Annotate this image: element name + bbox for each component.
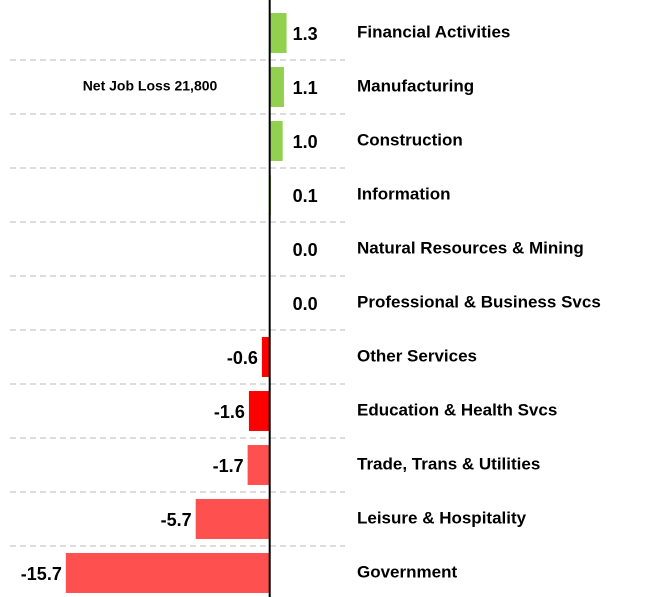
category-label: Professional & Business Svcs	[357, 292, 601, 311]
value-label: -1.7	[213, 456, 244, 476]
category-label: Government	[357, 562, 457, 581]
value-label: 0.0	[293, 240, 318, 260]
value-label: -5.7	[161, 510, 192, 530]
bar	[261, 337, 270, 377]
value-label: 1.3	[293, 24, 318, 44]
bar	[65, 553, 270, 593]
category-label: Leisure & Hospitality	[357, 508, 527, 527]
category-label: Natural Resources & Mining	[357, 238, 584, 257]
category-label: Other Services	[357, 346, 477, 365]
value-label: -0.6	[227, 348, 258, 368]
bar	[269, 67, 284, 107]
category-label: Information	[357, 184, 451, 203]
category-label: Education & Health Svcs	[357, 400, 557, 419]
bar	[269, 121, 283, 161]
bar	[195, 499, 270, 539]
annotation: Net Job Loss 21,800	[83, 78, 218, 94]
value-label: 0.0	[293, 294, 318, 314]
bar	[247, 445, 270, 485]
bar	[248, 391, 270, 431]
category-label: Construction	[357, 130, 463, 149]
value-label: 1.1	[293, 78, 318, 98]
bar	[269, 13, 287, 53]
category-label: Trade, Trans & Utilities	[357, 454, 540, 473]
value-label: -15.7	[21, 564, 62, 584]
value-label: 1.0	[293, 132, 318, 152]
value-label: 0.1	[293, 186, 318, 206]
category-label: Financial Activities	[357, 22, 510, 41]
value-label: -1.6	[214, 402, 245, 422]
category-label: Manufacturing	[357, 76, 474, 95]
